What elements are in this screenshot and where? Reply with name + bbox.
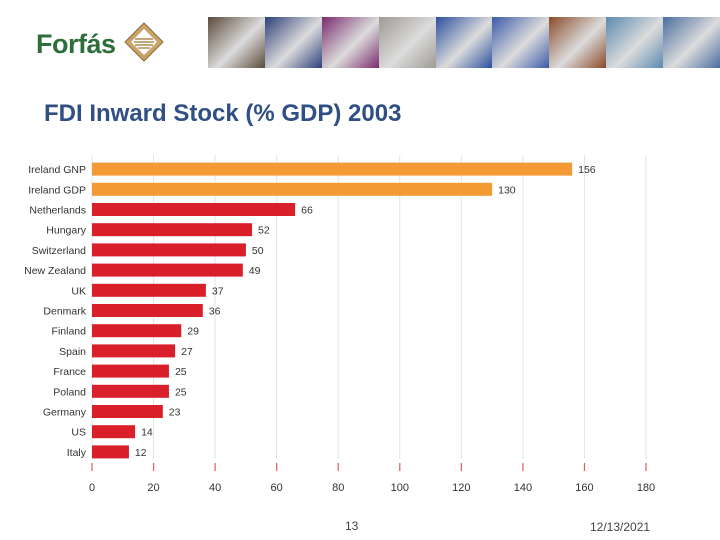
bar: [92, 162, 573, 176]
bar-value-label: 23: [169, 407, 181, 419]
bar: [92, 182, 493, 196]
x-tick-label: 120: [452, 482, 470, 494]
category-label: Poland: [53, 386, 86, 398]
category-label: Germany: [43, 407, 87, 419]
bar: [92, 203, 296, 216]
bar-value-label: 52: [258, 225, 270, 237]
bar: [92, 344, 176, 358]
x-tick-label: 80: [332, 482, 344, 494]
banner-photo-tile: [435, 17, 493, 68]
bar-value-label: 66: [301, 205, 313, 217]
logo-text: Forfás: [36, 29, 116, 59]
header-photo-banner: [208, 17, 720, 68]
bar: [92, 445, 129, 459]
x-tick-label: 160: [575, 482, 593, 494]
banner-photo-tile: [492, 17, 550, 68]
banner-photo-tile: [208, 17, 265, 68]
bar: [92, 324, 182, 338]
bar-value-label: 12: [135, 447, 147, 459]
bar-value-label: 25: [175, 366, 187, 378]
category-label: US: [71, 427, 86, 439]
bar: [92, 263, 243, 277]
slide-title: FDI Inward Stock (% GDP) 2003: [44, 100, 402, 127]
banner-photo-tile: [264, 17, 322, 68]
category-label: Switzerland: [32, 245, 86, 257]
bar: [92, 405, 163, 418]
bar: [92, 304, 203, 317]
category-label: Finland: [52, 326, 87, 338]
bar-value-label: 27: [181, 346, 193, 358]
bar: [92, 223, 253, 237]
banner-photo-tile: [378, 17, 436, 68]
bar-value-label: 156: [578, 164, 596, 176]
category-label: Hungary: [46, 225, 86, 237]
x-tick-label: 60: [271, 482, 283, 494]
banner-photo-tile: [663, 17, 720, 68]
fdi-bar-chart: 0 20 40 60 80 100 120 140 160 180 Ireland GNP 156 Ir…: [24, 155, 655, 494]
page-number: 13: [345, 519, 359, 533]
diamond-emblem-icon: [123, 22, 164, 67]
category-label: Ireland GDP: [28, 184, 86, 196]
banner-photo-tile: [606, 17, 664, 68]
bar-value-label: 36: [209, 306, 221, 318]
bar: [92, 384, 169, 398]
bar: [92, 425, 136, 439]
banner-photo-tile: [549, 17, 607, 68]
category-label: Netherlands: [29, 205, 86, 217]
x-tick-label: 140: [514, 482, 532, 494]
x-tick-label: 20: [147, 482, 159, 494]
category-label: France: [53, 366, 86, 378]
bar-value-label: 37: [212, 285, 224, 297]
bar-value-label: 29: [187, 326, 199, 338]
x-tick-label: 180: [637, 482, 655, 494]
x-tick-label: 100: [391, 482, 409, 494]
bar-value-label: 25: [175, 386, 187, 398]
forfas-logo: Forfás: [36, 22, 164, 67]
bar-value-label: 49: [249, 265, 261, 277]
bar: [92, 243, 246, 257]
bar-value-label: 50: [252, 245, 264, 257]
category-label: New Zealand: [24, 265, 86, 277]
category-label: UK: [71, 285, 86, 297]
bar: [92, 283, 206, 297]
category-label: Denmark: [43, 306, 86, 318]
category-label: Italy: [67, 447, 87, 459]
bar: [92, 364, 169, 378]
bar-value-label: 14: [141, 427, 153, 439]
banner-photo-tile: [321, 17, 379, 68]
x-tick-label: 40: [209, 482, 221, 494]
category-label: Spain: [59, 346, 86, 358]
slide-date: 12/13/2021: [590, 520, 651, 534]
bar-value-label: 130: [498, 184, 516, 196]
category-label: Ireland GNP: [28, 164, 86, 176]
x-tick-label: 0: [89, 482, 95, 494]
